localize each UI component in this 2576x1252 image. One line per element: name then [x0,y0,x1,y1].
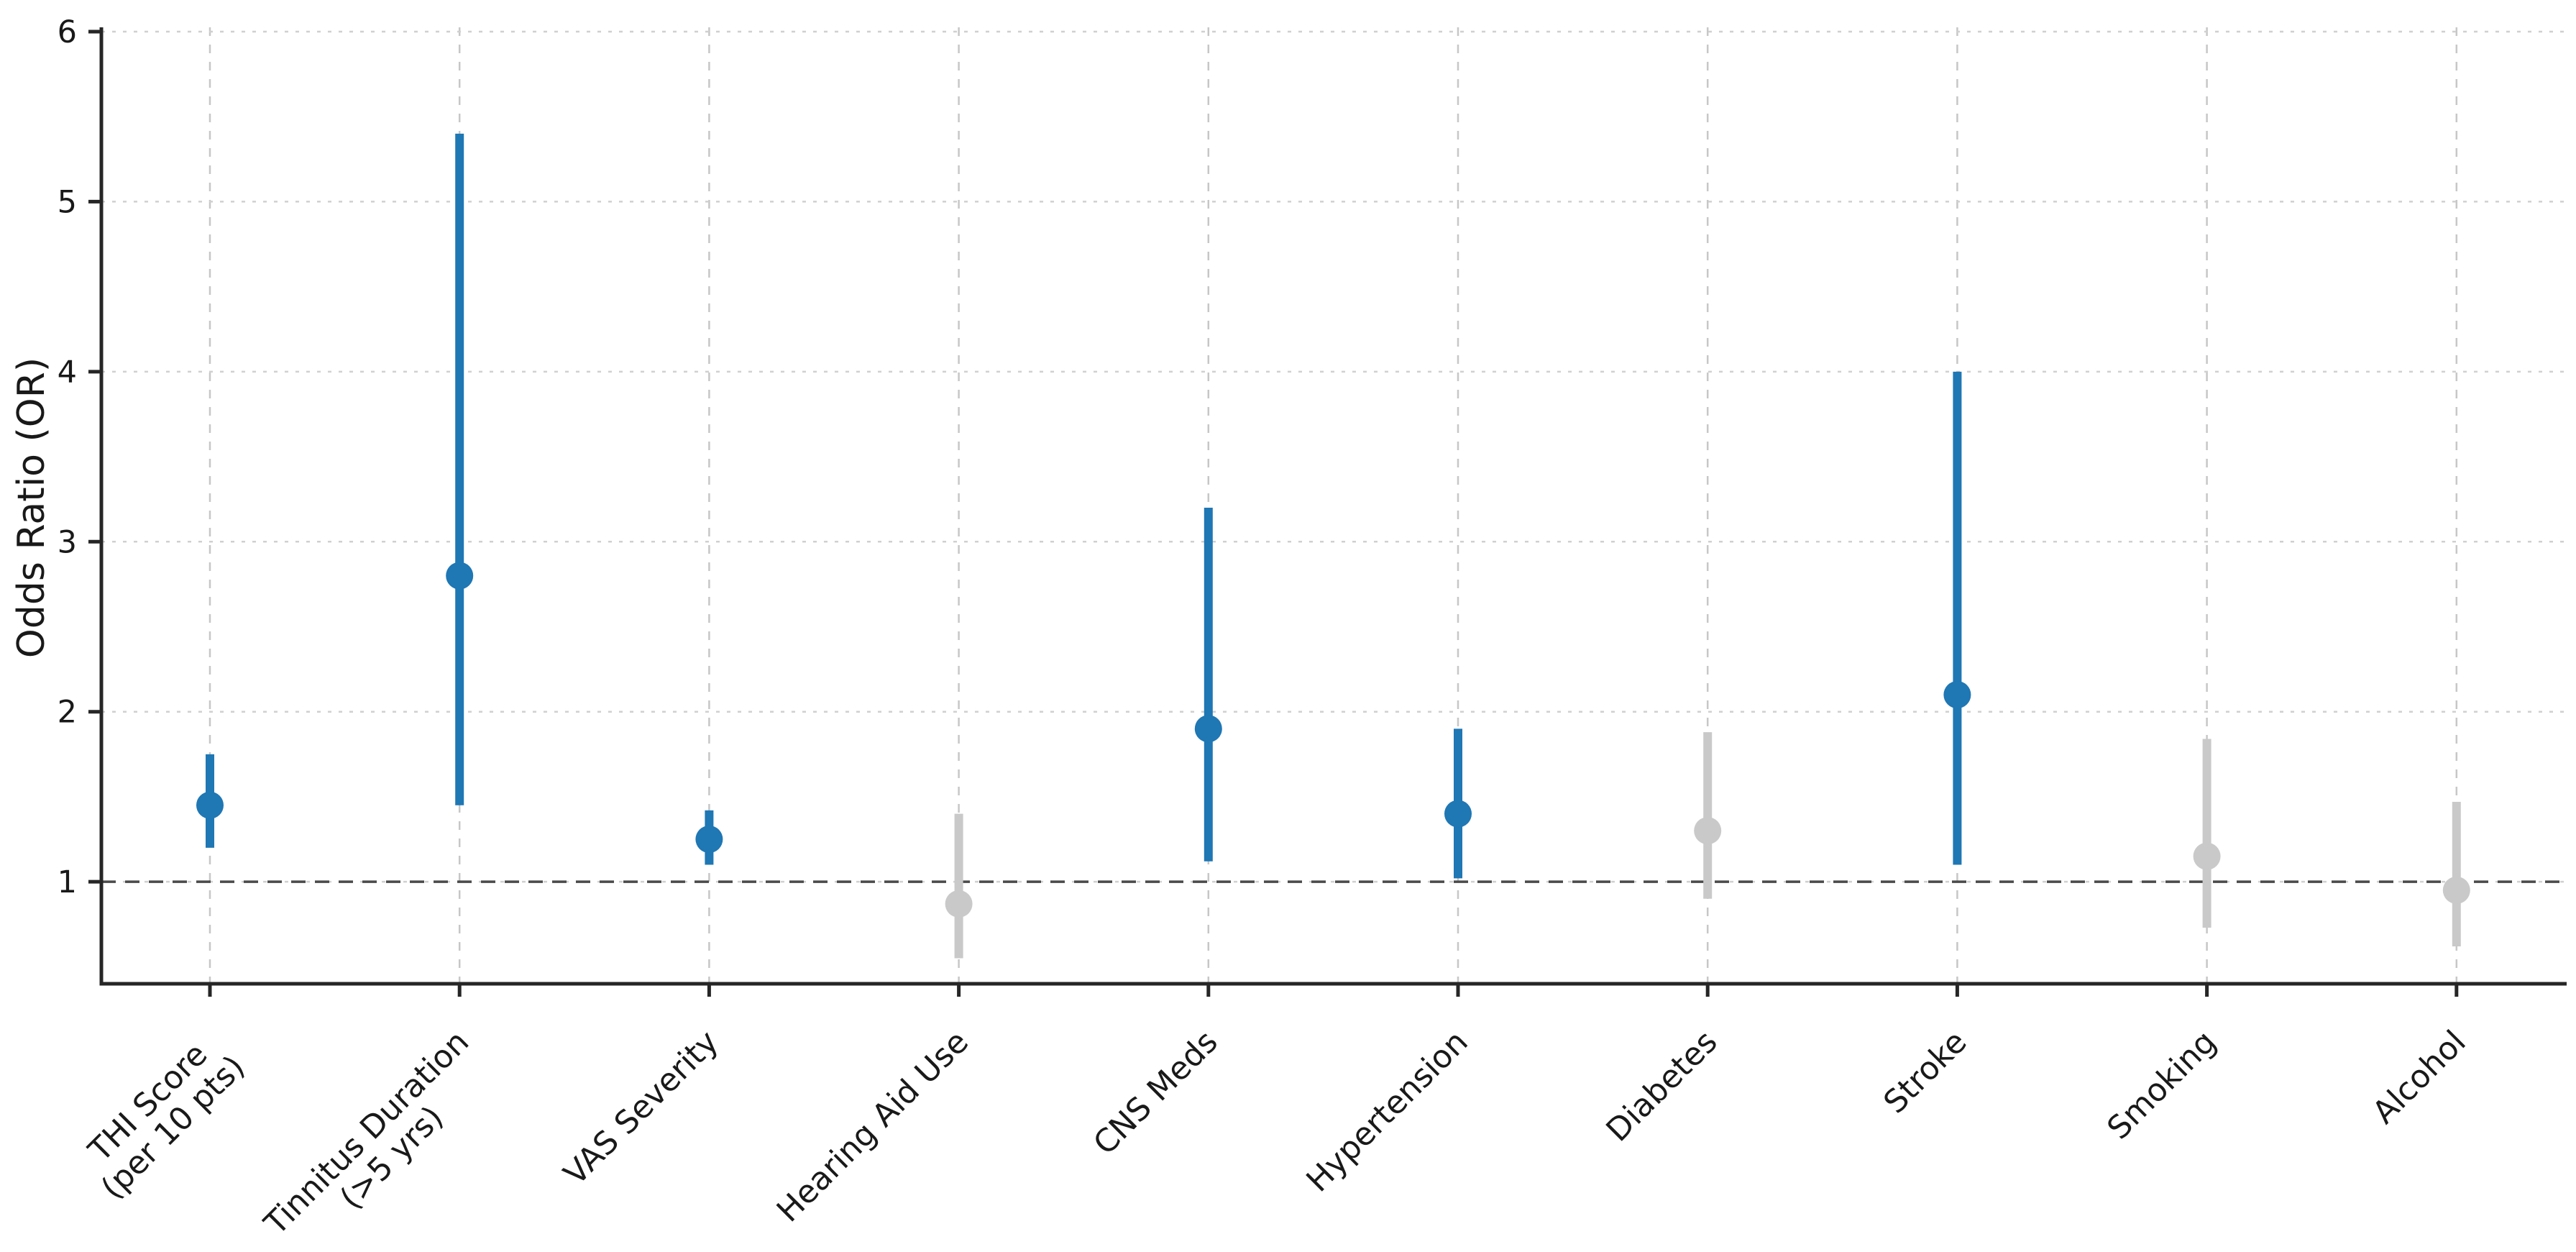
odds-ratio-marker [2193,842,2221,870]
odds-ratio-marker [446,562,474,590]
odds-ratio-marker [1694,817,1722,845]
y-tick-label: 5 [58,184,77,220]
y-tick-label: 1 [58,864,77,900]
y-tick-label: 2 [58,695,77,731]
odds-ratio-marker [1194,715,1222,743]
odds-ratio-marker [1444,800,1472,828]
odds-ratio-marker [196,791,224,819]
y-tick-label: 3 [58,524,77,560]
odds-ratio-marker [2442,876,2470,904]
odds-ratio-marker [945,890,973,918]
y-axis-title: Odds Ratio (OR) [10,357,53,659]
y-tick-label: 6 [58,14,77,50]
odds-ratio-marker [1943,681,1971,709]
odds-ratio-marker [695,826,723,854]
y-tick-label: 4 [58,355,77,390]
